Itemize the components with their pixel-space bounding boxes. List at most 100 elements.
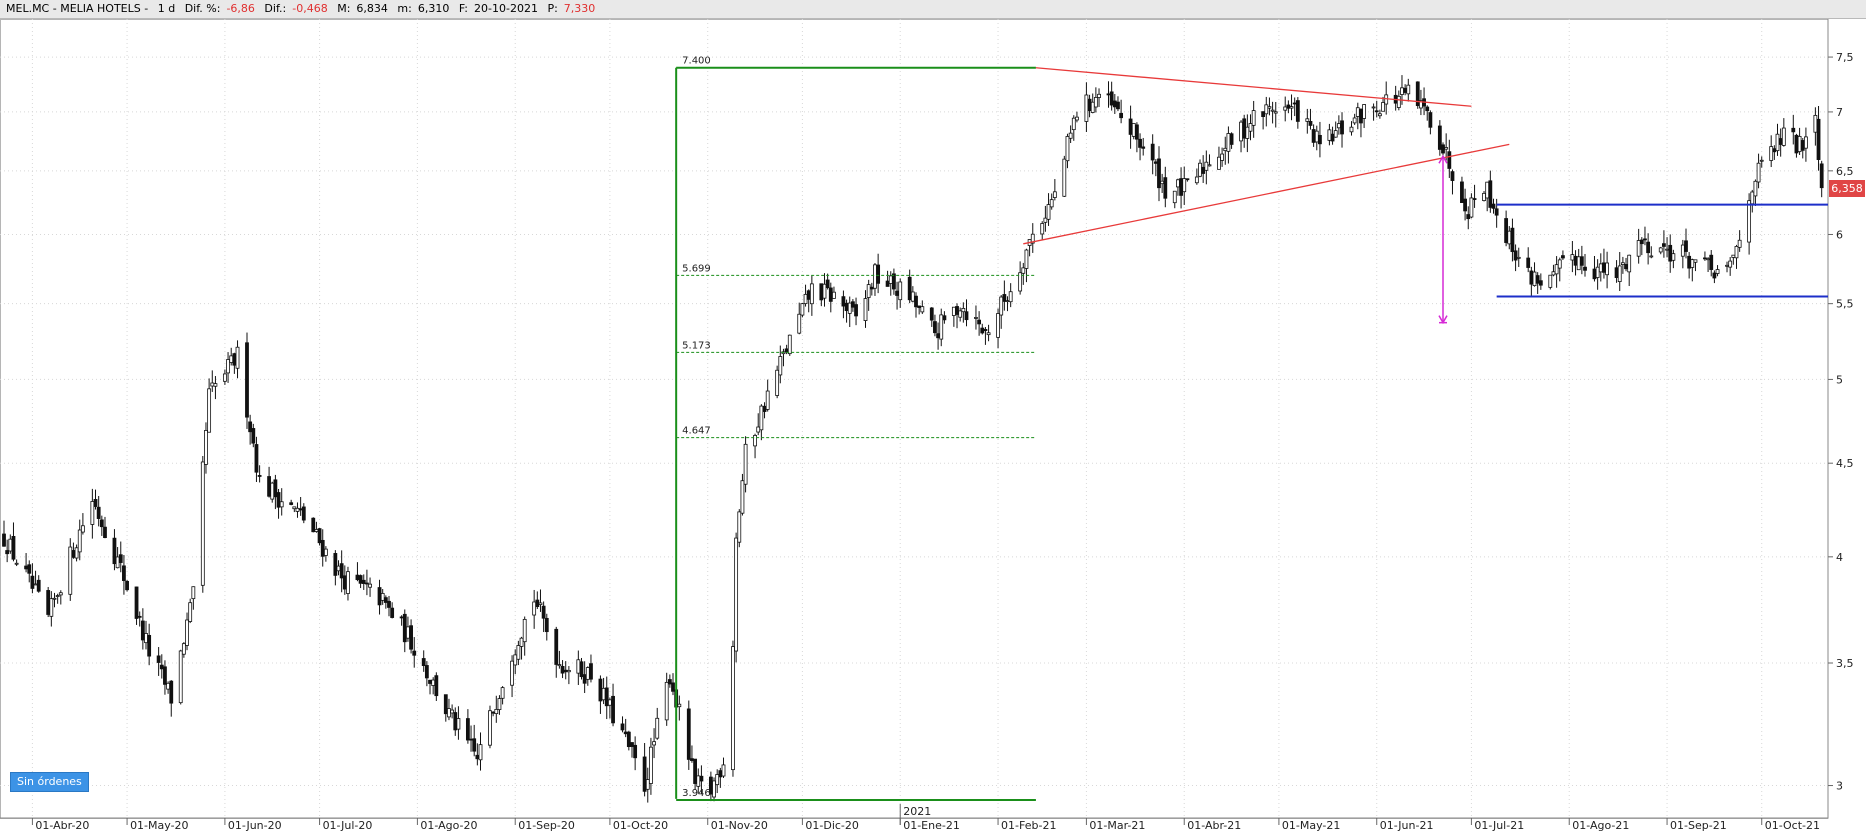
candle-body	[8, 538, 13, 552]
candle-body	[1482, 192, 1486, 201]
y-tick-label: 3,5	[1836, 657, 1854, 670]
y-tick-label: 4	[1836, 551, 1843, 564]
candle-body	[1024, 249, 1029, 269]
candle-body	[207, 388, 212, 433]
candle-body	[1595, 266, 1600, 278]
x-tick-label: 01-Jul-20	[323, 819, 373, 831]
candle-body	[204, 430, 208, 465]
candle-body	[140, 620, 145, 641]
candle-body	[1239, 121, 1243, 142]
candle-body	[554, 628, 559, 665]
candle-body	[1311, 129, 1316, 143]
candle-body	[516, 645, 521, 660]
candle-body	[472, 738, 477, 752]
candle-body	[159, 664, 164, 670]
candle-body	[996, 313, 1000, 338]
x-tick-label: 01-Oct-21	[1765, 819, 1820, 831]
candle-body	[1396, 95, 1401, 108]
candle-body	[144, 633, 148, 644]
candle-body	[188, 602, 193, 622]
candle-body	[383, 597, 388, 603]
y-tick-label: 4,5	[1836, 457, 1854, 470]
candle-body	[1662, 243, 1666, 247]
candle-body	[112, 537, 117, 565]
max-label: M:	[337, 2, 351, 15]
candle-body	[1617, 265, 1622, 282]
candle-body	[213, 383, 218, 387]
candle-body	[743, 443, 748, 485]
candle-body	[1318, 134, 1322, 145]
candle-body	[1614, 267, 1619, 278]
candle-body	[125, 580, 129, 591]
candle-body	[1778, 138, 1783, 145]
candle-body	[623, 731, 628, 735]
candle-body	[557, 664, 562, 667]
no-orders-button[interactable]: Sin órdenes	[10, 772, 89, 792]
candle-body	[980, 327, 985, 334]
candle-body	[387, 600, 391, 608]
candle-body	[690, 758, 694, 761]
candle-body	[759, 405, 764, 431]
candle-body	[314, 529, 319, 532]
candle-body	[191, 586, 196, 600]
candle-body	[1750, 191, 1755, 205]
candle-body	[1179, 178, 1183, 196]
price-chart[interactable]: 7,5 7 6,5 6 5,5 5 4,5 4 3,5 3 01-Abr-20 01-May-20 01…	[0, 19, 1866, 831]
candle-body	[671, 682, 675, 692]
candle-body	[1308, 120, 1313, 126]
candle-body	[1636, 240, 1641, 257]
target-arrow-tail	[1438, 154, 1448, 164]
candle-body	[1062, 158, 1067, 197]
candle-body	[1245, 126, 1250, 139]
candle-body	[1579, 256, 1584, 266]
candle-body	[652, 741, 656, 746]
candle-body	[1658, 247, 1663, 253]
candle-body	[323, 548, 328, 556]
candle-body	[778, 356, 783, 376]
candle-body	[977, 319, 982, 325]
candle-body	[1160, 180, 1165, 185]
candle-body	[1327, 129, 1332, 141]
candle-body	[55, 595, 60, 597]
candle-body	[964, 311, 969, 321]
candle-body	[620, 723, 625, 731]
candle-body	[563, 669, 568, 673]
candle-body	[1598, 263, 1603, 273]
candle-body	[633, 744, 638, 759]
candle-body	[1526, 257, 1531, 268]
y-tick-label: 7,5	[1836, 51, 1854, 64]
candle-body	[585, 667, 590, 680]
candle-body	[1075, 116, 1079, 121]
candle-body	[677, 703, 682, 708]
candle-body	[317, 528, 322, 544]
candle-body	[342, 575, 347, 590]
candle-body	[538, 602, 543, 605]
candle-body	[611, 695, 615, 724]
candle-body	[1359, 108, 1363, 124]
candle-body	[491, 711, 496, 714]
candle-body	[1217, 156, 1221, 170]
candle-body	[1112, 100, 1117, 108]
candle-body	[1583, 266, 1587, 271]
candle-body	[1403, 87, 1408, 93]
candle-body	[478, 744, 483, 761]
candle-body	[847, 302, 852, 314]
candle-body	[1450, 171, 1455, 181]
candle-body	[380, 593, 385, 601]
candle-body	[210, 382, 215, 387]
candle-body	[642, 756, 647, 792]
candle-body	[1643, 238, 1647, 241]
candle-body	[699, 775, 704, 782]
candle-body	[1504, 218, 1509, 243]
candle-body	[800, 303, 805, 316]
candle-body	[1690, 259, 1695, 268]
x-tick-label: 01-Dic-20	[805, 819, 859, 831]
y-tick-label: 6,5	[1836, 165, 1854, 178]
price-value: 7,330	[563, 2, 596, 15]
fib-level-label: 5.699	[682, 263, 711, 274]
candle-body	[232, 353, 237, 366]
candle-body	[68, 546, 73, 595]
candle-body	[1507, 230, 1512, 245]
candle-body	[784, 348, 789, 353]
y-tick-label: 5	[1836, 373, 1843, 386]
